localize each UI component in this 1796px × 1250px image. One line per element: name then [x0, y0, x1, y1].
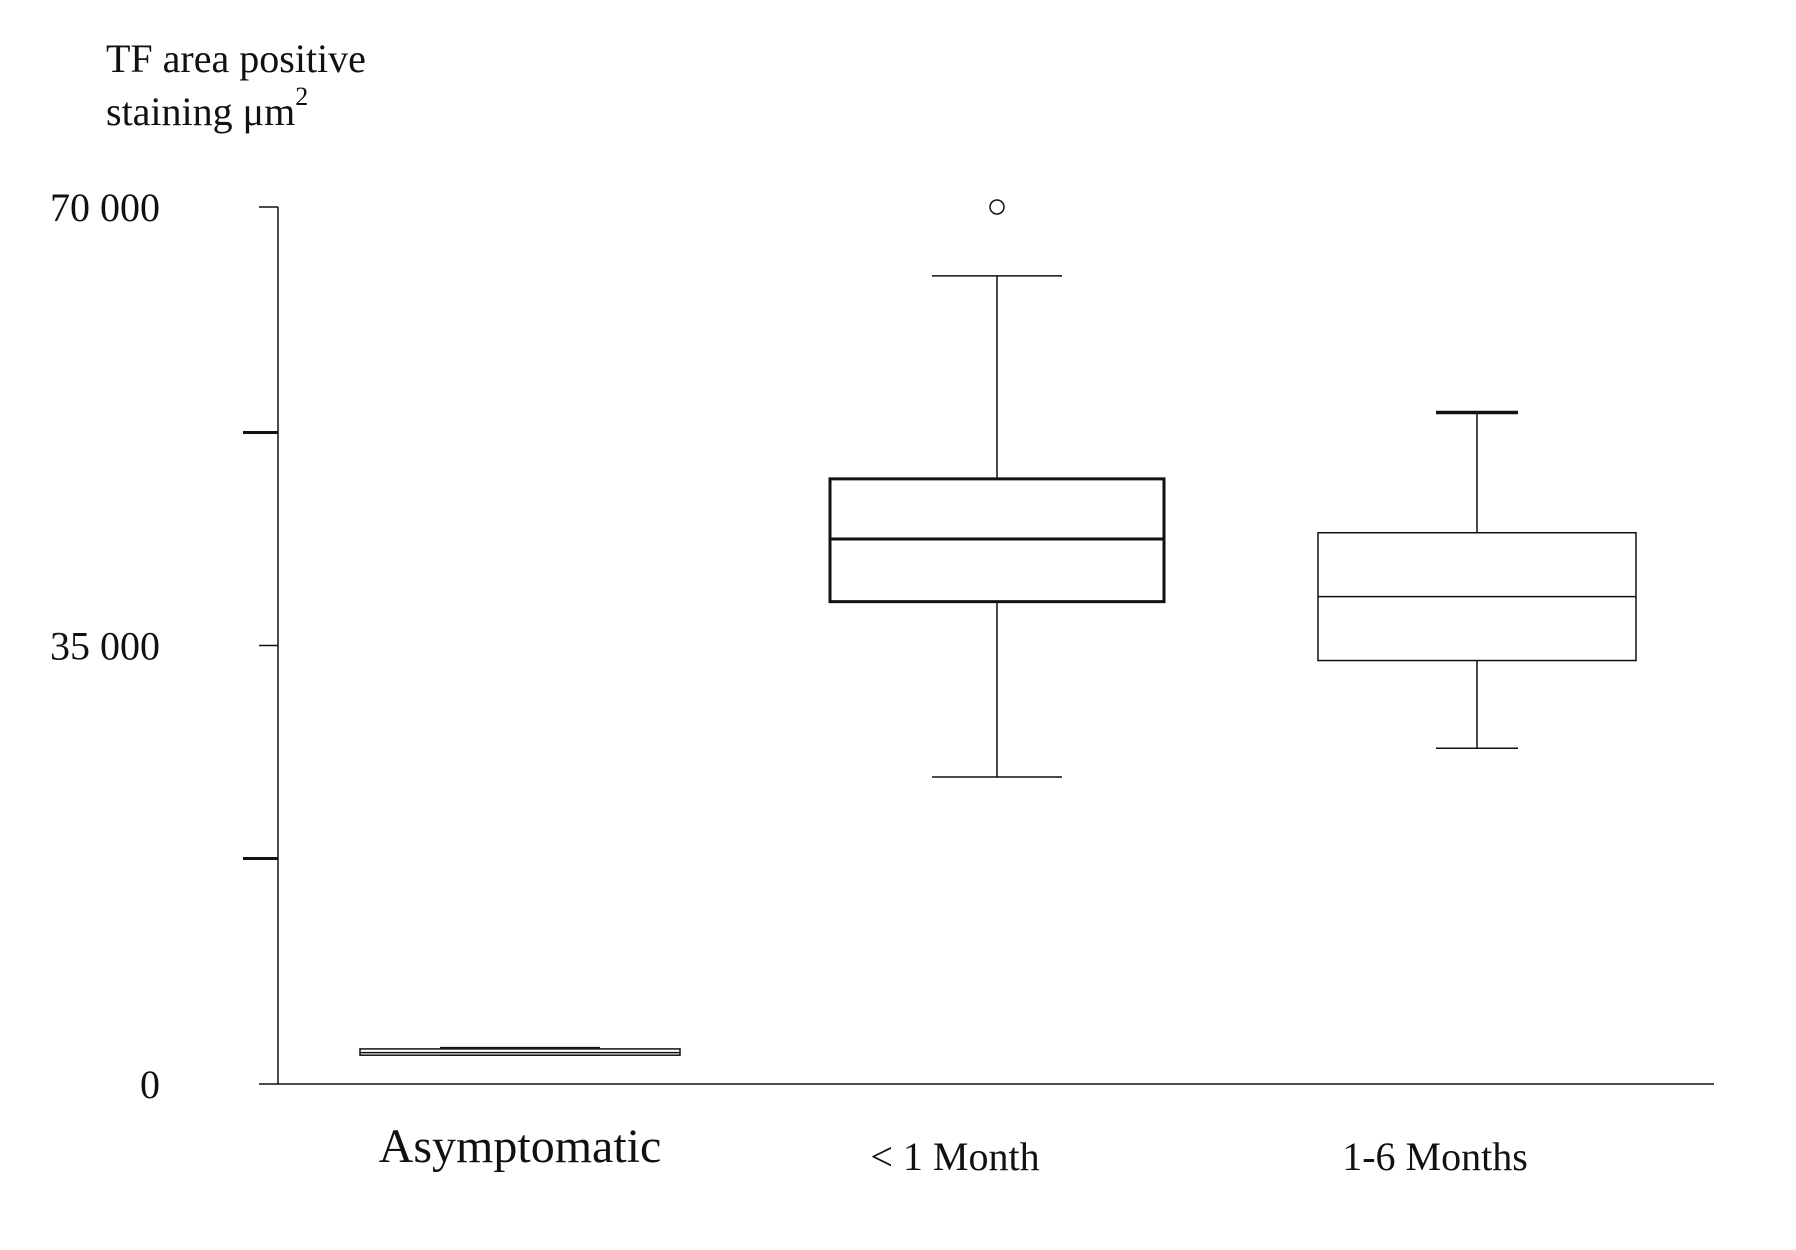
box-1 — [359, 1046, 681, 1056]
y-tick-label: 35 000 — [50, 624, 160, 669]
category-labels: Asymptomatic < 1 Month 1-6 Months — [379, 1120, 1528, 1179]
x-category-label: 1-6 Months — [1342, 1134, 1528, 1179]
boxes — [359, 199, 1637, 1056]
x-category-label: < 1 Month — [870, 1134, 1039, 1179]
y-tick-label: 70 000 — [50, 185, 160, 230]
y-axis-label-line2: staining μm2 — [106, 82, 308, 134]
outlier-point — [989, 199, 1005, 215]
box-2 — [828, 199, 1166, 778]
y-tick-label: 0 — [140, 1062, 160, 1107]
x-category-label: Asymptomatic — [379, 1120, 662, 1173]
y-axis-label: TF area positive staining μm2 — [106, 36, 366, 134]
box-3 — [1317, 410, 1637, 749]
y-ticks: 0 35 000 70 000 — [50, 185, 278, 1107]
y-axis-label-line1: TF area positive — [106, 36, 366, 81]
